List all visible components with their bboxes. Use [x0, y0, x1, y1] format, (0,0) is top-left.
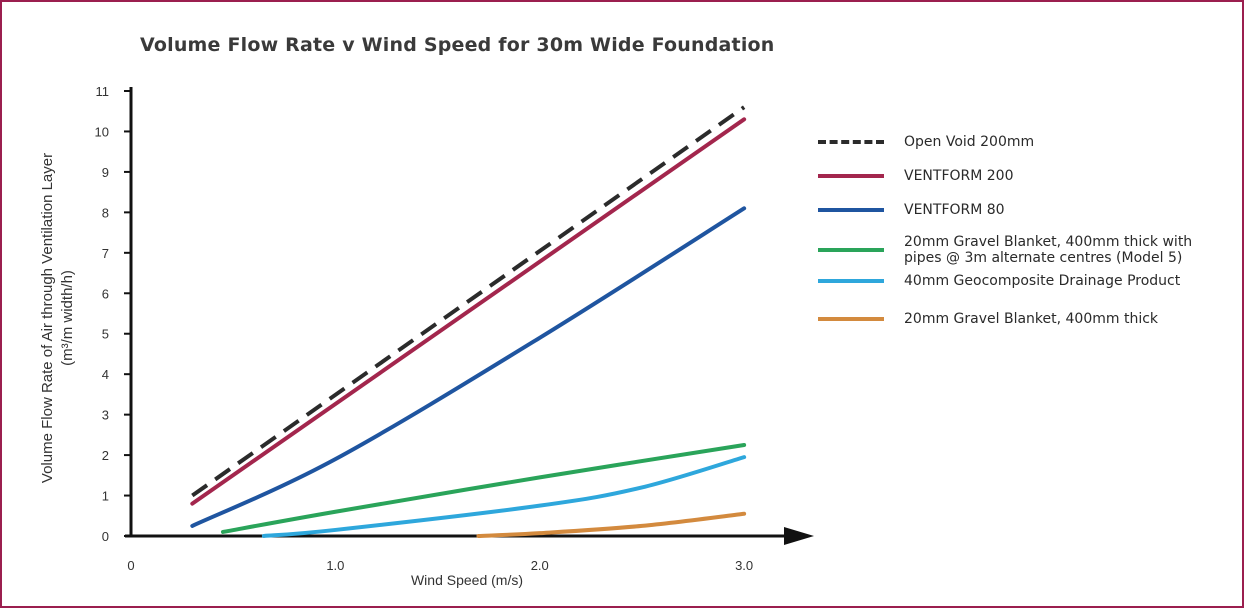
legend-label-line: Open Void 200mm: [904, 134, 1035, 150]
legend-swatch: [818, 248, 884, 252]
legend-swatch: [818, 208, 884, 212]
y-axis-unit-label: (m³/m width/h): [59, 270, 76, 366]
legend-label-line: 20mm Gravel Blanket, 400mm thick: [904, 311, 1159, 327]
legend-label-line: 20mm Gravel Blanket, 400mm thick with: [904, 234, 1193, 250]
y-tick-label: 0: [102, 529, 109, 544]
x-tick-label: 0: [127, 558, 134, 573]
legend-label-line: 40mm Geocomposite Drainage Product: [904, 273, 1181, 289]
y-tick-label: 7: [102, 246, 109, 261]
legend-swatch: [818, 174, 884, 178]
y-tick-label: 4: [102, 367, 109, 382]
x-axis-arrowhead: [784, 527, 814, 545]
legend-label: Open Void 200mm: [904, 134, 1034, 150]
x-axis-label: Wind Speed (m/s): [411, 572, 523, 588]
legend-label: 20mm Gravel Blanket, 400mm thick with pip…: [904, 234, 1192, 266]
y-tick-label: 10: [95, 124, 109, 139]
series-line-20mm-gravel-blanket-400mm-thick: [476, 511, 747, 538]
y-tick-label: 1: [102, 489, 109, 504]
legend-item: VENTFORM 80: [818, 200, 1238, 230]
legend-swatch: [818, 140, 884, 144]
y-tick-label: 5: [102, 327, 109, 342]
chart-title: Volume Flow Rate v Wind Speed for 30m Wi…: [140, 34, 775, 56]
y-tick-label: 11: [96, 84, 110, 99]
legend-swatch: [818, 317, 884, 321]
x-tick-label: 2.0: [531, 558, 549, 573]
legend-swatch: [818, 279, 884, 283]
legend-label-line: VENTFORM 80: [904, 202, 1005, 218]
series-line-ventform-80: [190, 206, 747, 528]
series-line-open-void-200mm: [191, 105, 746, 498]
legend-label: VENTFORM 200: [904, 168, 1014, 184]
y-tick-label: 3: [102, 408, 109, 423]
legend-item: VENTFORM 200: [818, 166, 1238, 196]
legend-label: 20mm Gravel Blanket, 400mm thick: [904, 311, 1158, 327]
legend-label: 40mm Geocomposite Drainage Product: [904, 273, 1180, 289]
legend-item: 20mm Gravel Blanket, 400mm thick with pip…: [818, 232, 1238, 266]
legend-label: VENTFORM 80: [904, 202, 1005, 218]
series-line-ventform-200: [190, 117, 747, 506]
y-tick-label: 8: [102, 205, 109, 220]
series-line-40mm-geocomposite-drainage-product: [261, 455, 747, 538]
legend-item: Open Void 200mm: [818, 132, 1238, 162]
x-tick-label: 1.0: [326, 558, 344, 573]
y-tick-label: 2: [102, 448, 109, 463]
legend-item: 40mm Geocomposite Drainage Product: [818, 271, 1238, 301]
legend-item: 20mm Gravel Blanket, 400mm thick: [818, 309, 1238, 339]
x-tick-label: 3.0: [735, 558, 753, 573]
y-tick-label: 9: [102, 165, 109, 180]
legend-label-line: pipes @ 3m alternate centres (Model 5): [904, 250, 1183, 266]
series-line-20mm-gravel-blanket-400mm-thick-with-pipes-3m-alternate-centres-model-5: [220, 442, 747, 534]
legend-label-line: VENTFORM 200: [904, 168, 1014, 184]
y-tick-label: 6: [102, 286, 109, 301]
y-axis-label: Volume Flow Rate of Air through Ventilat…: [39, 153, 56, 483]
